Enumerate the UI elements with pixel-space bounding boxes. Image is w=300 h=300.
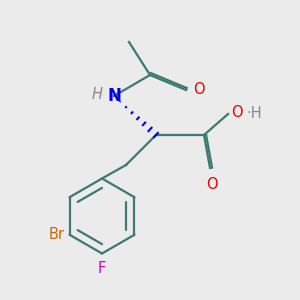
- Text: ·H: ·H: [247, 106, 262, 122]
- Text: F: F: [98, 261, 106, 276]
- Text: O: O: [206, 177, 217, 192]
- Text: N: N: [107, 87, 121, 105]
- Text: O: O: [231, 105, 243, 120]
- Text: Br: Br: [49, 227, 65, 242]
- Text: H: H: [92, 87, 103, 102]
- Text: O: O: [194, 82, 205, 98]
